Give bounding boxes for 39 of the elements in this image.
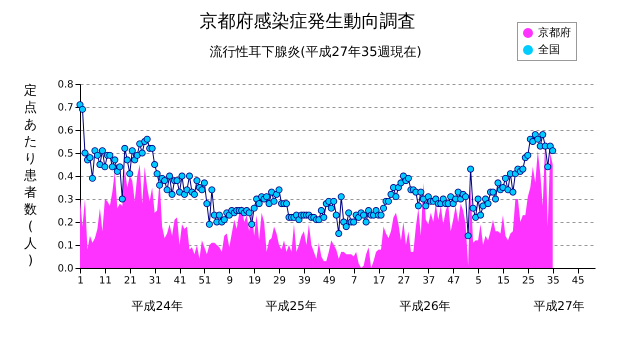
text: 平成24年 bbox=[132, 299, 183, 313]
y-tick-label: 0.5 bbox=[58, 148, 74, 160]
x-tick-label: 27 bbox=[398, 276, 410, 286]
x-tick-label: 5 bbox=[475, 276, 482, 286]
x-tick-label: 1 bbox=[77, 276, 84, 286]
x-tick-label: 45 bbox=[572, 276, 584, 286]
text: 平成26年 bbox=[399, 299, 451, 313]
x-tick-label: 41 bbox=[174, 276, 186, 286]
x-tick-label: 49 bbox=[322, 276, 336, 286]
x-tick-label: 21 bbox=[124, 276, 137, 286]
x-tick-label: 25 bbox=[522, 276, 535, 286]
text: 平成27年 bbox=[533, 299, 585, 313]
x-tick-label: 39 bbox=[298, 276, 311, 286]
x-tick-label: 51 bbox=[198, 276, 212, 286]
legend-label: 京都府 bbox=[538, 26, 571, 39]
x-tick-label: 35 bbox=[546, 276, 560, 286]
y-tick-label: 0.4 bbox=[58, 172, 74, 182]
legend-label: 全国 bbox=[538, 43, 560, 56]
x-tick-label: 29 bbox=[273, 276, 286, 286]
y-tick-label: 0.0 bbox=[58, 264, 74, 274]
y-tick-label: 0.7 bbox=[58, 102, 74, 114]
x-tick-label: 9 bbox=[226, 276, 233, 286]
x-tick-label: 31 bbox=[148, 276, 162, 286]
y-tick-label: 0.8 bbox=[58, 80, 74, 90]
x-tick-label: 47 bbox=[447, 276, 460, 286]
x-tick-label: 15 bbox=[497, 276, 510, 286]
y-tick-label: 0.6 bbox=[58, 126, 74, 136]
x-tick-label: 7 bbox=[350, 276, 358, 286]
y-tick-label: 0.2 bbox=[58, 218, 74, 228]
text: 平成25年 bbox=[266, 299, 317, 313]
x-tick-label: 17 bbox=[372, 276, 386, 286]
x-tick-label: 37 bbox=[422, 276, 436, 286]
y-tick-label: 0.3 bbox=[58, 194, 74, 206]
chart-title: 京都府感染症発生動向調査 bbox=[200, 11, 416, 32]
text: 定点あたり患者数(人) bbox=[24, 84, 37, 268]
chart-subtitle: 流行性耳下腺炎(平成27年35週現在) bbox=[209, 44, 422, 60]
y-tick-label: 0.1 bbox=[58, 240, 74, 252]
x-tick-label: 11 bbox=[99, 276, 112, 286]
x-tick-label: 19 bbox=[248, 276, 262, 286]
